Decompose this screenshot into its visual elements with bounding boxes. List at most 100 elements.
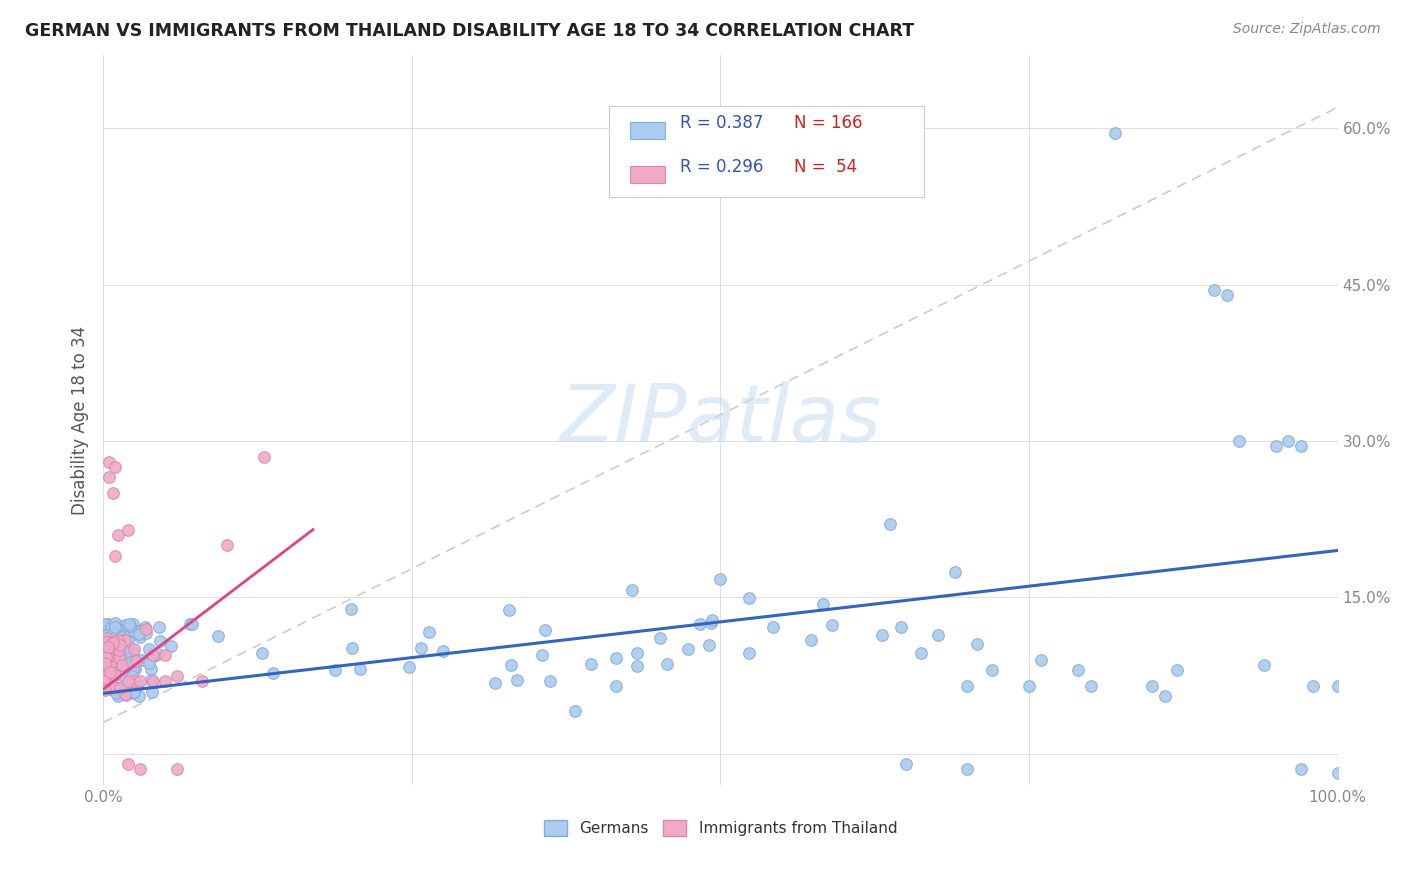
Point	[160, 639, 183, 653]
Point	[101, 680, 124, 694]
Point	[1142, 679, 1164, 693]
Point	[120, 656, 142, 670]
Point	[103, 657, 125, 671]
Point	[762, 620, 785, 634]
Point	[813, 597, 835, 611]
Point	[105, 619, 128, 633]
Point	[131, 653, 153, 667]
Point	[101, 635, 124, 649]
Text: R = 0.296: R = 0.296	[679, 158, 763, 176]
Point	[105, 621, 128, 635]
Point	[1289, 763, 1312, 777]
Point	[927, 627, 949, 641]
Point	[943, 566, 966, 580]
Point	[96, 678, 118, 692]
Point	[738, 646, 761, 660]
Point	[94, 634, 117, 648]
Point	[626, 659, 648, 673]
FancyBboxPatch shape	[609, 106, 924, 197]
Point	[538, 673, 561, 688]
Point	[98, 630, 121, 644]
Point	[910, 646, 932, 660]
Point	[409, 641, 432, 656]
Point	[100, 623, 122, 637]
Point	[124, 624, 146, 639]
Point	[104, 619, 127, 633]
Point	[98, 455, 121, 469]
Point	[890, 619, 912, 633]
Point	[122, 624, 145, 638]
Point	[139, 662, 162, 676]
Point	[1215, 288, 1237, 302]
Point	[93, 668, 115, 682]
Point	[179, 617, 201, 632]
Point	[121, 617, 143, 632]
Point	[564, 704, 586, 718]
Point	[107, 681, 129, 696]
Point	[966, 637, 988, 651]
Point	[135, 626, 157, 640]
Point	[122, 685, 145, 699]
Point	[153, 648, 176, 662]
Point	[107, 681, 129, 695]
Point	[626, 646, 648, 660]
Point	[166, 668, 188, 682]
Point	[1277, 434, 1299, 448]
Point	[94, 650, 117, 665]
Point	[1227, 434, 1250, 448]
Point	[129, 673, 152, 688]
Point	[110, 684, 132, 698]
Point	[117, 673, 139, 688]
Point	[1326, 765, 1348, 780]
Point	[124, 662, 146, 676]
Point	[117, 523, 139, 537]
Point	[93, 673, 115, 688]
Point	[110, 658, 132, 673]
Point	[894, 757, 917, 772]
Point	[103, 659, 125, 673]
Point	[107, 689, 129, 703]
Point	[738, 591, 761, 605]
Point	[122, 647, 145, 661]
Point	[499, 658, 522, 673]
Point	[108, 681, 131, 696]
Point	[648, 631, 671, 645]
Point	[120, 618, 142, 632]
Point	[141, 673, 163, 688]
Point	[1204, 283, 1226, 297]
FancyBboxPatch shape	[630, 121, 665, 139]
Point	[103, 680, 125, 694]
Point	[97, 620, 120, 634]
Point	[94, 656, 117, 670]
Point	[101, 636, 124, 650]
FancyBboxPatch shape	[630, 166, 665, 183]
Text: Source: ZipAtlas.com: Source: ZipAtlas.com	[1233, 22, 1381, 37]
Point	[432, 644, 454, 658]
Point	[129, 624, 152, 639]
Point	[207, 629, 229, 643]
Point	[94, 666, 117, 681]
Point	[114, 633, 136, 648]
Point	[339, 602, 361, 616]
Point	[398, 659, 420, 673]
Point	[153, 673, 176, 688]
Point	[122, 662, 145, 676]
Point	[135, 622, 157, 636]
Point	[112, 633, 135, 648]
Point	[103, 633, 125, 648]
Point	[93, 682, 115, 697]
Point	[125, 677, 148, 691]
Point	[100, 620, 122, 634]
Text: R = 0.387: R = 0.387	[679, 114, 763, 132]
Point	[956, 679, 979, 693]
Point	[108, 651, 131, 665]
Point	[104, 549, 127, 563]
Point	[103, 640, 125, 654]
Point	[620, 582, 643, 597]
Point	[112, 669, 135, 683]
Point	[108, 648, 131, 663]
Point	[96, 628, 118, 642]
Text: N =  54: N = 54	[794, 158, 858, 176]
Point	[101, 664, 124, 678]
Point	[105, 686, 128, 700]
